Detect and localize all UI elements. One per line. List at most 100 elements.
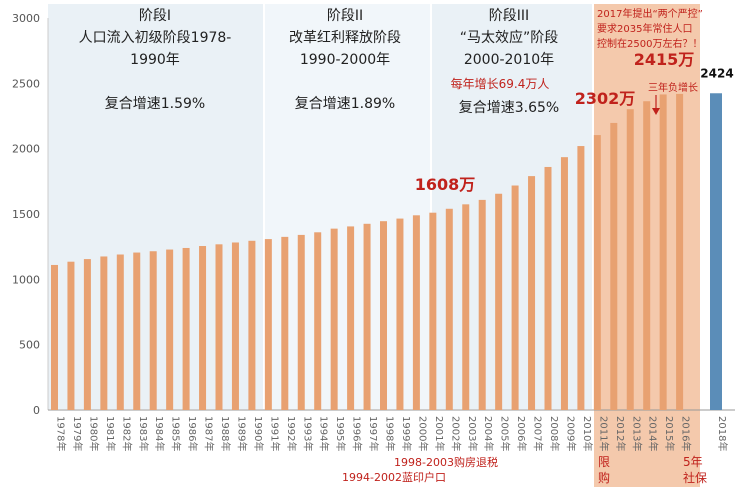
phase-2-title: 阶段II	[327, 8, 363, 24]
x-tick-label: 2000年	[416, 416, 429, 451]
negative-growth-arrow-head	[652, 108, 660, 115]
x-tick-label: 1983年	[137, 416, 150, 451]
bar-1995年	[330, 228, 338, 410]
x-tick-label: 2013年	[630, 416, 643, 451]
bar-2007年	[528, 176, 536, 410]
y-tick-label: 500	[19, 339, 40, 352]
x-tick-label: 2003年	[466, 416, 479, 451]
x-tick-label: 1981年	[104, 416, 117, 451]
x-tick-label: 1979年	[71, 416, 84, 451]
x-tick-label: 1994年	[318, 416, 331, 451]
bottom-note-limit-1: 限	[598, 455, 610, 469]
y-tick-label: 3000	[12, 12, 40, 25]
phase-3-growth: 复合增速3.65%	[459, 99, 559, 116]
bottom-note-5year-2: 社保	[683, 470, 707, 485]
y-tick-label: 1500	[12, 208, 40, 221]
x-tick-label: 2004年	[482, 416, 495, 451]
y-tick-label: 2000	[12, 143, 40, 156]
bar-1992年	[281, 236, 289, 410]
bar-1978年	[51, 264, 58, 410]
x-tick-label: 2006年	[515, 416, 528, 451]
x-tick-label: 1984年	[153, 416, 166, 451]
phase-3-title: 阶段III	[489, 8, 529, 24]
value-label-2302: 2302万	[575, 89, 636, 108]
x-tick-label: 1990年	[252, 416, 265, 451]
bar-1979年	[67, 261, 75, 410]
phase-1-title: 阶段I	[139, 8, 171, 24]
y-tick-label: 1000	[12, 273, 40, 286]
bar-1998年	[380, 221, 387, 410]
bar-1993年	[297, 234, 305, 410]
phase-1-subtitle: 人口流入初级阶段1978-	[79, 29, 232, 46]
x-tick-label: 2009年	[564, 416, 577, 451]
x-tick-label: 1985年	[170, 416, 183, 451]
x-tick-label: 1980年	[87, 416, 100, 451]
bar-1981年	[100, 256, 108, 410]
bar-2009年	[560, 157, 568, 410]
bar-1983年	[133, 252, 141, 410]
x-tick-label: 2008年	[548, 416, 561, 451]
bar-value-label-2018: 2424	[700, 66, 733, 80]
bar-2001年	[429, 212, 437, 410]
x-tick-label: 1996年	[351, 416, 364, 451]
bar-2000年	[412, 215, 420, 410]
x-axis-ticks: 1978年 1979年 1980年 1981年 1982年 1983年 1984年 1985年…	[55, 416, 730, 451]
x-tick-label: 1982年	[120, 416, 133, 451]
bars-group	[51, 93, 722, 411]
phase-1-subtitle-2: 1990年	[130, 52, 180, 68]
bar-1980年	[83, 259, 91, 410]
bar-2011年	[593, 135, 601, 410]
phase-3-subtitle: “马太效应”阶段	[460, 29, 559, 46]
x-tick-label: 1988年	[219, 416, 232, 451]
bar-2008年	[544, 166, 552, 410]
policy-note-line-3: 控制在2500万左右？！	[597, 37, 702, 50]
x-tick-label: 1998年	[384, 416, 397, 451]
bar-1989年	[231, 242, 239, 410]
phase-2-subtitle-2: 1990-2000年	[300, 52, 390, 68]
y-axis-ticks: 0 500 1000 1500 2000 2500 3000	[12, 12, 40, 417]
x-tick-label: 1992年	[285, 416, 298, 451]
bar-1988年	[215, 244, 223, 410]
x-tick-label: 2016年	[680, 416, 693, 451]
bar-1997年	[363, 223, 371, 410]
x-tick-label: 2001年	[433, 416, 446, 451]
bar-1987年	[199, 246, 207, 410]
bottom-note-5year-1: 5年	[683, 455, 703, 469]
bar-2013年	[626, 109, 634, 411]
x-tick-label: 1995年	[334, 416, 347, 451]
bar-1985年	[166, 249, 174, 410]
x-tick-label: 2005年	[499, 416, 512, 451]
x-tick-label: 1993年	[301, 416, 314, 451]
x-tick-label: 1987年	[203, 416, 216, 451]
value-label-2415: 2415万	[634, 50, 695, 69]
bottom-note-1994: 1994-2002蓝印户口	[342, 470, 446, 484]
x-tick-label: 1999年	[400, 416, 413, 451]
bar-1996年	[347, 226, 355, 410]
phase-2-growth: 复合增速1.89%	[295, 95, 395, 112]
bar-1991年	[264, 239, 272, 410]
y-tick-label: 2500	[12, 77, 40, 90]
value-label-1608: 1608万	[415, 175, 476, 194]
bar-2018年	[710, 93, 722, 410]
bar-2016年	[676, 93, 684, 411]
bar-1994年	[314, 232, 322, 410]
x-tick-label: 2012年	[614, 416, 627, 451]
x-tick-label: 2010年	[581, 416, 594, 451]
bar-2002年	[445, 208, 453, 410]
annual-increase-label: 每年增长69.4万人	[451, 76, 550, 91]
phase-1-growth: 复合增速1.59%	[105, 95, 205, 112]
bar-1999年	[396, 218, 404, 410]
bar-2003年	[462, 204, 470, 410]
bar-1984年	[149, 251, 157, 410]
x-tick-label: 2007年	[532, 416, 545, 451]
three-year-negative-label: 三年负增长	[648, 81, 698, 94]
bar-2005年	[495, 193, 503, 410]
bar-1990年	[248, 240, 256, 410]
x-tick-label: 2015年	[663, 416, 676, 451]
x-tick-label: 2011年	[597, 416, 610, 451]
bar-2004年	[478, 199, 486, 410]
bar-2012年	[610, 122, 618, 411]
bottom-note-1998: 1998-2003购房退税	[394, 455, 498, 469]
